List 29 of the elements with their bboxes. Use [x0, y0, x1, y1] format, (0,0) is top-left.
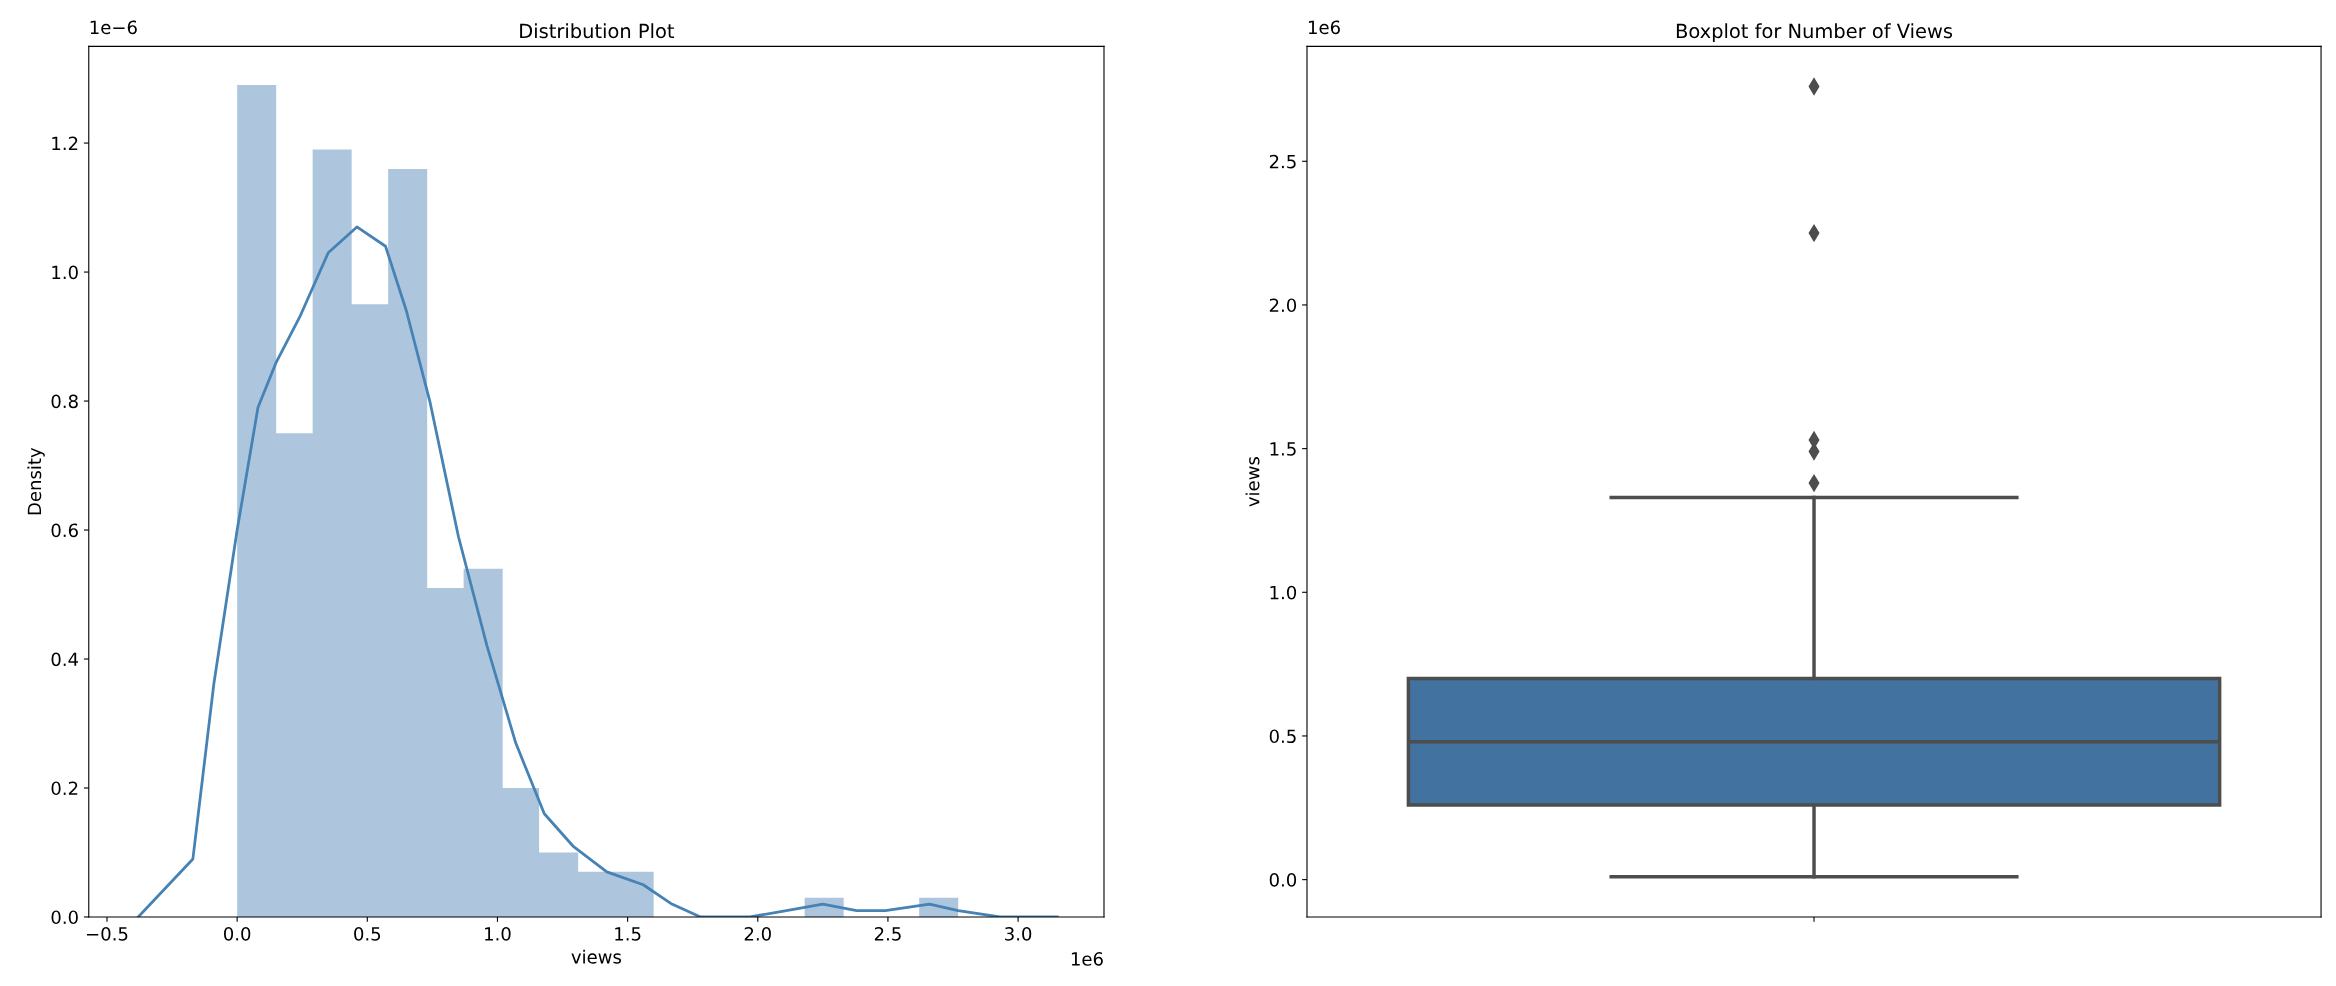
- x-tick-label: −0.5: [86, 927, 128, 941]
- y-tick-label: 0.4: [51, 652, 79, 667]
- x-tick-label: 1.5: [615, 927, 641, 941]
- text: 1e6: [1071, 952, 1103, 966]
- y-tick-label: 2.0: [1269, 298, 1297, 313]
- x-tick-label: 2.5: [874, 927, 901, 941]
- y-tick-label: 0.8: [51, 394, 78, 409]
- text: 1e−6: [90, 20, 137, 35]
- x-tick-label: 1.0: [485, 927, 511, 941]
- y-tick-label: 0.6: [51, 523, 78, 538]
- y-axis-title: views: [1245, 457, 1260, 507]
- y-tick-label: 1.5: [1270, 442, 1296, 456]
- y-tick-label: 0.5: [1269, 729, 1296, 744]
- y-tick-label: 1.0: [52, 265, 78, 280]
- y-tick-label: 0.0: [1269, 873, 1297, 887]
- chart-title: Boxplot for Number of Views: [1676, 23, 1953, 43]
- y-axis-title: Density: [27, 447, 45, 515]
- y-tick-label: 2.5: [1269, 154, 1296, 169]
- y-tick-label: 0.2: [51, 781, 78, 796]
- x-axis-title: views: [571, 949, 621, 964]
- x-tick-label: 0.5: [354, 927, 381, 941]
- x-tick-label: 0.0: [223, 927, 251, 941]
- x-tick-label: 2.0: [744, 927, 771, 941]
- chart-title: Distribution Plot: [520, 23, 675, 39]
- y-tick-label: 1.2: [52, 136, 78, 150]
- x-tick-label: 3.0: [1005, 927, 1032, 941]
- text: 1e6: [1308, 20, 1340, 35]
- y-tick-label: 1.0: [1270, 585, 1297, 600]
- y-tick-label: 0.0: [51, 910, 78, 925]
